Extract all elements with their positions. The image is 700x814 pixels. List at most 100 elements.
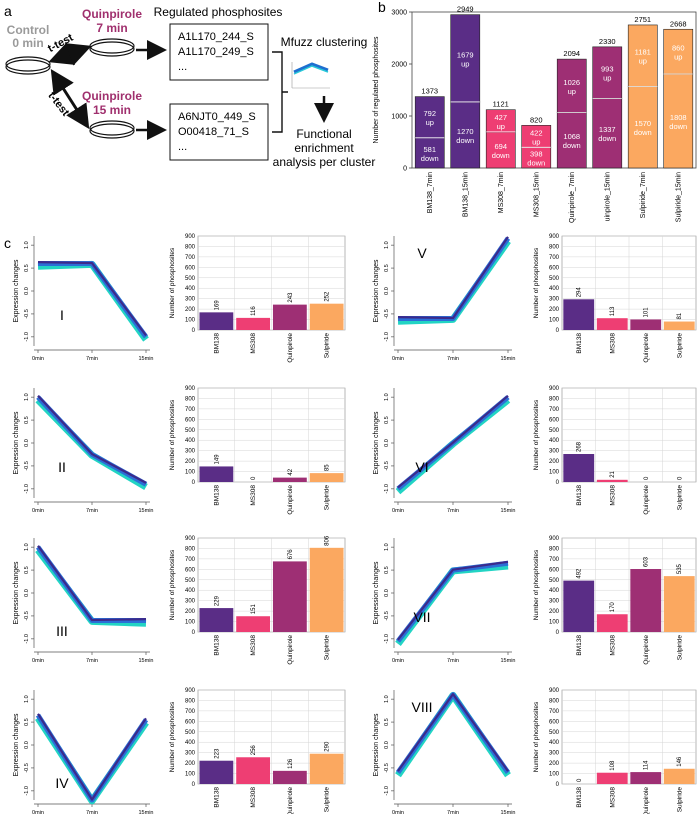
cluster-bar-ytick-label: 0 — [192, 630, 196, 636]
cluster-bar-ytick-label: 300 — [185, 751, 196, 757]
cluster-bar-ytick-label: 100 — [549, 318, 560, 324]
cluster-bar — [272, 770, 307, 784]
cluster-bar — [199, 608, 234, 632]
cluster-bar-ytick-label: 800 — [185, 244, 196, 250]
chart-b-down-word: down — [634, 128, 652, 137]
cluster-bar-ytick-label: 100 — [549, 470, 560, 476]
cluster-bar-xtick-label: Sulpiride — [676, 333, 683, 359]
cluster-bar-ytick-label: 400 — [549, 286, 560, 292]
chart-b: 01000200030001373792up581downBM138_7min2… — [391, 5, 697, 223]
cluster-line-ytick-label: -0.5 — [24, 461, 30, 470]
cluster-line-ytick-label: 1.0 — [24, 695, 30, 703]
cluster-bar-ytick-label: 300 — [549, 297, 560, 303]
cluster-line-xtick-label: 15min — [139, 810, 154, 814]
chart-b-bar-down — [414, 137, 445, 169]
treatment2-label: Quinpirole — [82, 89, 142, 103]
cluster-bar-ytick-label: 600 — [185, 265, 196, 271]
cluster-line-xtick-label: 0min — [392, 658, 404, 664]
cluster-bar-xtick-label: BM138 — [213, 485, 220, 506]
cluster-bar-value-label: 492 — [577, 568, 583, 579]
cluster-name: VIII — [411, 699, 432, 715]
cluster-bar-ylabel: Number of phosphosites — [169, 549, 176, 620]
cluster-bar-value-label: 243 — [288, 292, 294, 303]
cluster-bar — [630, 569, 662, 632]
cluster-line-ylabel: Expression changes — [13, 561, 20, 625]
cluster-line-ytick-label: -0.5 — [384, 461, 390, 470]
mfuzz-thumbnail-icon — [291, 62, 330, 89]
cluster-profile-band-mid — [35, 545, 146, 623]
cluster-bar-ytick-label: 100 — [549, 772, 560, 778]
cluster-bar — [272, 477, 307, 482]
cluster-bar-value-label: 116 — [251, 306, 257, 316]
cluster-line-xtick-label: 15min — [501, 810, 516, 814]
cluster-bar-ytick-label: 700 — [185, 255, 196, 261]
cluster-line-ytick-label: 0.5 — [384, 264, 390, 272]
cluster-line-ytick-label: 0.5 — [384, 718, 390, 726]
cluster-line-ytick-label: -1.0 — [384, 786, 390, 795]
chart-b-bar-up — [556, 58, 587, 113]
cluster-bar — [663, 321, 695, 330]
panel-label-b: b — [378, 0, 386, 15]
control-label: Control — [7, 23, 50, 37]
cluster-bar-ylabel: Number of phosphosites — [169, 701, 176, 772]
cluster-bar-ytick-label: 100 — [549, 620, 560, 626]
ttest-label-1: t-test — [46, 32, 76, 55]
chart-b-up-value: 860 — [672, 44, 685, 53]
cluster-name: II — [58, 459, 66, 475]
chart-b-up-word: up — [674, 53, 682, 62]
cluster-bar-xtick-label: MS308 — [250, 787, 257, 808]
cluster-bar-xtick-label: Quinpirole — [643, 485, 650, 515]
chart-b-xtick-label: uinpirole_15min — [604, 172, 611, 222]
cluster-bar-xtick-label: MS308 — [250, 485, 257, 506]
cluster-line-ytick-label: 1.0 — [24, 241, 30, 249]
cluster-bar-value-label: 42 — [288, 468, 294, 475]
cluster-bar-ytick-label: 700 — [185, 709, 196, 715]
cluster-bar-xtick-label: MS308 — [609, 485, 616, 506]
chart-b-ylabel: Number of regulated phosphosites — [373, 36, 380, 144]
cluster-bar-value-label: 676 — [288, 549, 294, 560]
cluster-bar-xtick-label: BM138 — [213, 635, 220, 656]
panel-b: b Number of regulated phosphosites 0 1000… — [373, 0, 697, 223]
cluster-bar — [199, 466, 234, 482]
cluster-profile-core — [397, 560, 509, 641]
regulated-box-1 — [169, 23, 269, 81]
cluster-bar-ytick-label: 300 — [185, 599, 196, 605]
chart-b-xtick-label: Quinpirole_7min — [569, 172, 576, 223]
chart-b-down-value: 694 — [494, 142, 507, 151]
cluster-bar — [199, 760, 234, 784]
treatment1-time: 7 min — [96, 21, 127, 35]
panel-label-c: c — [4, 235, 11, 251]
cluster-line-ylabel: Expression changes — [13, 259, 20, 323]
cluster-line-ytick-label: -1.0 — [24, 786, 30, 795]
control-time: 0 min — [12, 36, 43, 50]
cluster-profile-band-light — [395, 562, 509, 646]
cluster-bar — [563, 580, 595, 632]
cluster-line-xtick-label: 0min — [32, 658, 44, 664]
cluster-bar-ylabel: Number of phosphosites — [533, 701, 540, 772]
cluster-line-xtick-label: 7min — [86, 658, 98, 664]
cluster-line-ytick-label: 0.0 — [384, 589, 390, 597]
cluster-line-xtick-label: 15min — [501, 508, 516, 514]
cluster-bar-value-label: 81 — [677, 312, 683, 319]
cluster-bar-value-label: 252 — [325, 291, 331, 302]
cluster-profile-band-light — [35, 716, 149, 805]
cluster-bar-xtick-label: Sulpiride — [324, 333, 331, 359]
cluster-bar-ytick-label: 0 — [192, 782, 196, 788]
cluster-bar-xtick-label: Quinpirole — [287, 787, 294, 814]
chart-b-xtick-label: Sulpiride_15min — [675, 172, 682, 222]
cluster-bar-xtick-label: Sulpiride — [324, 635, 331, 661]
control-dish-icon — [5, 56, 51, 75]
chart-b-total-label: 2949 — [457, 5, 474, 14]
panel-a: a Control 0 min Quinpirole 7 min Quinpir… — [4, 3, 375, 169]
cluster-profile-core — [397, 394, 509, 489]
cluster-bar-value-label: 85 — [325, 464, 331, 471]
cluster-line-xtick-label: 0min — [32, 356, 44, 362]
cluster-line-ytick-label: 1.0 — [384, 241, 390, 249]
chart-b-up-value: 1026 — [563, 78, 580, 87]
cluster-bar-ytick-label: 900 — [549, 234, 560, 240]
cluster-bar-ytick-label: 200 — [549, 761, 560, 767]
cluster-line-ytick-label: -0.5 — [384, 763, 390, 772]
cluster-bar-ytick-label: 400 — [185, 438, 196, 444]
chart-b-up-word: up — [497, 122, 505, 131]
